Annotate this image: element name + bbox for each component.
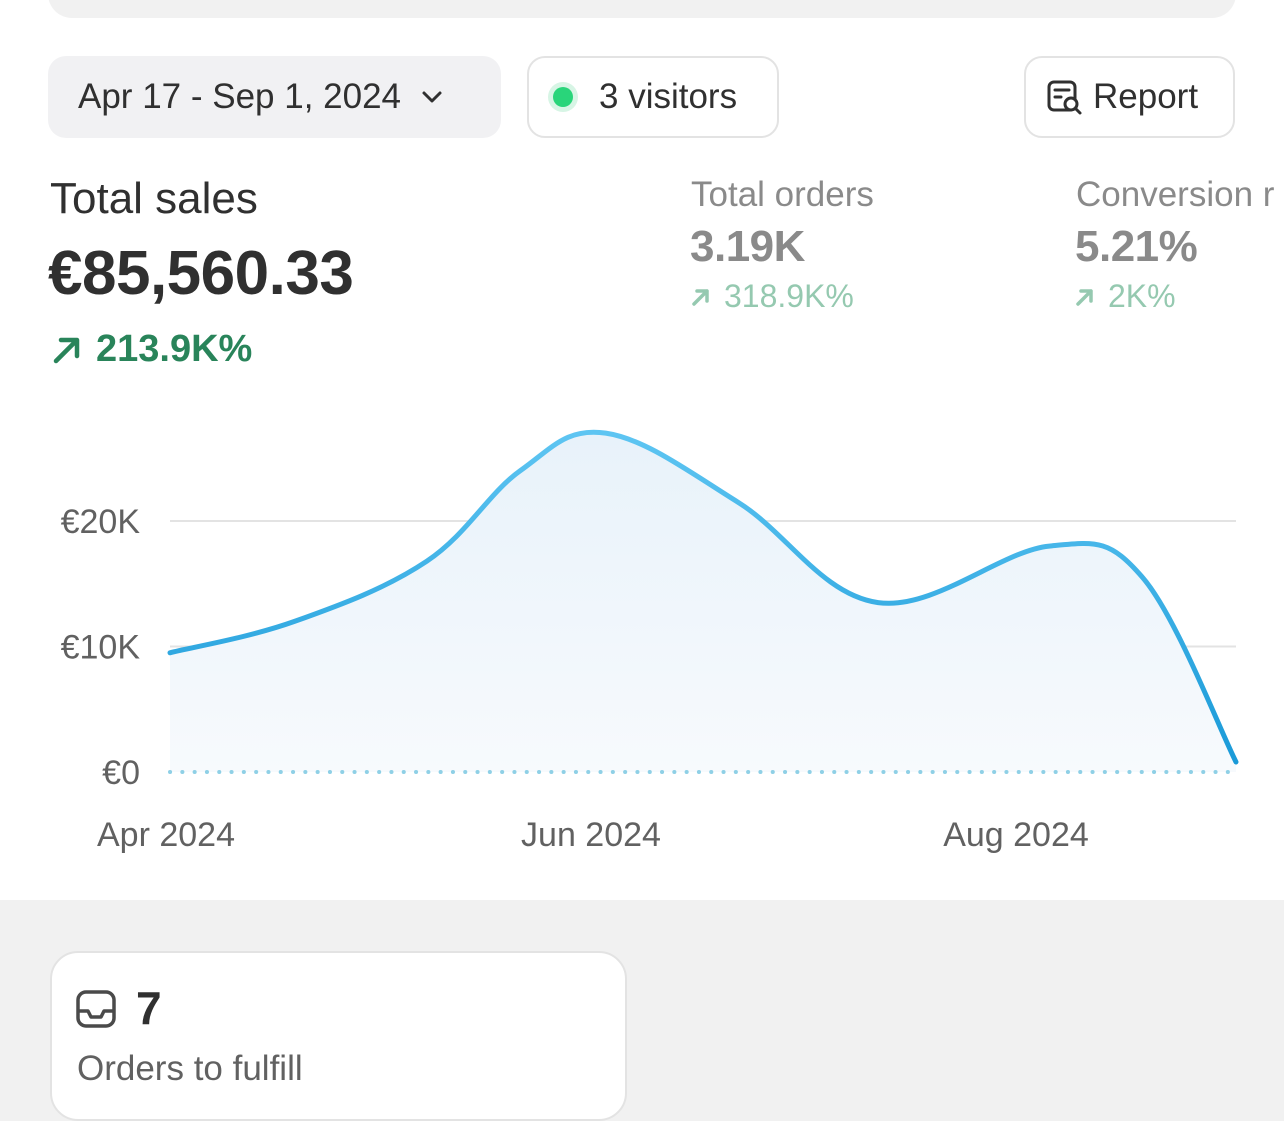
total-orders-value: 3.19K: [690, 222, 805, 271]
orders-to-fulfill-card[interactable]: 7 Orders to fulfill: [50, 951, 627, 1121]
total-orders-label: Total orders: [691, 175, 874, 214]
arrow-up-right-icon: [692, 288, 709, 306]
sales-area-chart: €0 €10K €20K Apr 2024 Jun 2024 Aug 2024: [61, 429, 1239, 854]
chevron-down-icon: [417, 82, 447, 112]
conversion-rate-change-text: 2K%: [1108, 278, 1176, 314]
x-tick-label: Jun 2024: [521, 816, 661, 854]
arrow-up-right-icon: [1076, 288, 1093, 306]
fulfill-count: 7: [136, 982, 162, 1034]
live-status-dot: [553, 87, 573, 107]
conversion-rate-label: Conversion r: [1076, 175, 1275, 214]
total-sales-change-text: 213.9K%: [96, 328, 253, 370]
y-tick-label: €0: [102, 754, 140, 792]
search-bar[interactable]: [48, 0, 1236, 18]
total-orders-change-text: 318.9K%: [724, 278, 854, 314]
x-axis-ticks: Apr 2024 Jun 2024 Aug 2024: [97, 816, 1089, 854]
total-orders-change: 318.9K%: [690, 278, 854, 315]
report-button[interactable]: Report: [1024, 56, 1235, 138]
total-sales-change: 213.9K%: [50, 328, 252, 371]
total-sales-value: €85,560.33: [48, 239, 354, 308]
sales-area-fill: [170, 432, 1236, 772]
total-sales-label: Total sales: [50, 174, 258, 223]
date-range-picker[interactable]: Apr 17 - Sep 1, 2024: [48, 56, 501, 138]
date-range-label: Apr 17 - Sep 1, 2024: [78, 77, 401, 116]
conversion-rate-change: 2K%: [1074, 278, 1176, 315]
report-search-icon: [1045, 78, 1083, 116]
x-tick-label: Aug 2024: [943, 816, 1089, 854]
x-tick-label: Apr 2024: [97, 816, 235, 854]
report-label: Report: [1093, 77, 1199, 116]
y-tick-label: €20K: [61, 503, 141, 541]
arrow-up-right-icon: [53, 337, 80, 363]
live-visitors-button[interactable]: 3 visitors: [527, 56, 779, 138]
sales-line-series: [167, 429, 1239, 765]
visitors-label: 3 visitors: [599, 77, 738, 116]
fulfill-label: Orders to fulfill: [77, 1049, 303, 1088]
y-axis-ticks: €0 €10K €20K: [61, 503, 141, 792]
conversion-rate-value: 5.21%: [1075, 222, 1198, 271]
inbox-icon: [74, 987, 118, 1031]
y-tick-label: €10K: [61, 629, 141, 667]
